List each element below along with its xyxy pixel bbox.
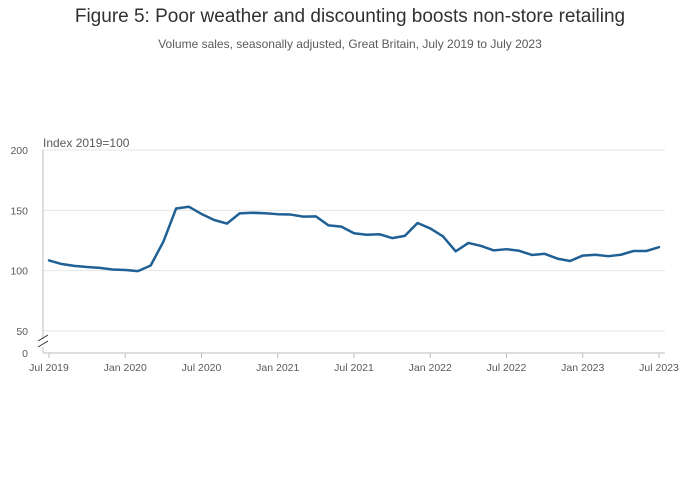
y-tick-label: 100 [10, 266, 28, 278]
axis-break-mark [37, 334, 49, 342]
x-tick-label: Jul 2019 [29, 362, 69, 374]
x-tick-label: Jan 2022 [409, 362, 452, 374]
x-tick-label: Jul 2023 [639, 362, 679, 374]
series-line [47, 205, 661, 273]
x-tick-label: Jan 2020 [104, 362, 147, 374]
y-tick-label: 0 [22, 348, 28, 360]
x-tick-label: Jul 2021 [334, 362, 374, 374]
plot-area [47, 205, 661, 273]
chart-title: Figure 5: Poor weather and discounting b… [74, 6, 626, 27]
y-tick-label: 50 [16, 326, 28, 338]
x-tick-label: Jul 2022 [487, 362, 527, 374]
x-tick-label: Jan 2023 [561, 362, 604, 374]
x-tick-label: Jan 2021 [256, 362, 299, 374]
x-tick-label: Jul 2020 [182, 362, 222, 374]
y-axis: 0 50 100 150 200 [10, 145, 49, 360]
chart-subtitle: Volume sales, seasonally adjusted, Great… [158, 37, 542, 51]
axis-break-mark [37, 340, 49, 348]
x-axis: Jul 2019 Jan 2020 Jul 2020 Jan 2021 Jul 2021… [29, 352, 679, 374]
y-tick-label: 150 [10, 205, 28, 217]
y-axis-title: Index 2019=100 [43, 136, 130, 150]
y-tick-label: 200 [10, 145, 28, 157]
gridlines [43, 149, 665, 332]
